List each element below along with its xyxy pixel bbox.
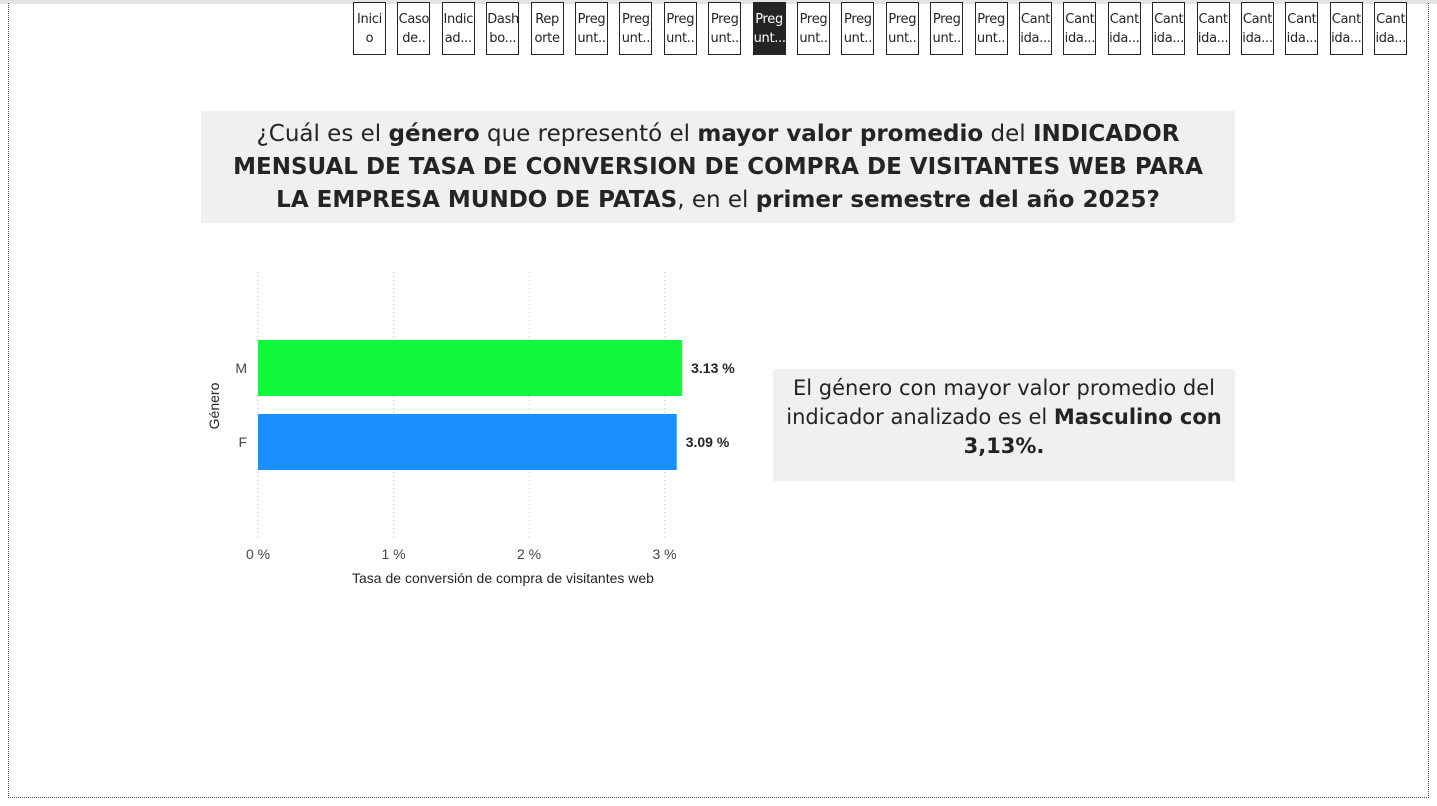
nav-button-label: ida... bbox=[1242, 31, 1273, 46]
nav-button-label: Preg bbox=[577, 12, 606, 27]
nav-button-label: Cant bbox=[1109, 12, 1139, 27]
nav-button-2[interactable]: Caso de.. bbox=[397, 2, 431, 55]
report-canvas bbox=[8, 3, 1429, 798]
nav-button-label: bo... bbox=[489, 31, 517, 46]
nav-button-label: unt.. bbox=[976, 31, 1006, 46]
nav-button-label: Rep bbox=[535, 12, 559, 27]
nav-button-22[interactable]: Cant ida... bbox=[1285, 2, 1319, 55]
nav-button-label: ida... bbox=[1020, 31, 1051, 46]
nav-button-4[interactable]: Dash bo... bbox=[486, 2, 520, 55]
bar-chart: M 3.13 % F 3.09 % 0 % 1 % 2 % 3 % Tasa de conver… bbox=[206, 272, 735, 586]
question-box: ¿Cuál es el género que representó el may… bbox=[201, 111, 1235, 223]
nav-button-label: de.. bbox=[402, 31, 426, 46]
nav-button-13[interactable]: Preg unt.. bbox=[885, 2, 919, 55]
nav-button-11[interactable]: Preg unt.. bbox=[797, 2, 830, 55]
nav-button-label: unt... bbox=[753, 31, 785, 46]
nav-button-label: ida... bbox=[1064, 31, 1096, 46]
nav-button-1[interactable]: Inici o bbox=[353, 2, 386, 55]
nav-button-17[interactable]: Cant ida... bbox=[1063, 2, 1097, 55]
nav-button-label: ida... bbox=[1331, 31, 1362, 46]
nav-button-label: Preg bbox=[622, 12, 650, 27]
nav-button-label: Preg bbox=[844, 12, 872, 27]
question-bold-4: primer semestre del año 2025? bbox=[755, 187, 1160, 213]
x-tick-label: 1 % bbox=[381, 546, 405, 562]
nav-button-label: Preg bbox=[710, 12, 739, 27]
nav-button-label: Preg bbox=[977, 12, 1005, 27]
nav-button-label: unt.. bbox=[799, 31, 828, 46]
nav-button-label: Cant bbox=[1198, 12, 1228, 27]
nav-button-9[interactable]: Preg unt.. bbox=[708, 2, 742, 55]
nav-button-label: unt.. bbox=[888, 31, 917, 46]
nav-button-label: unt.. bbox=[932, 31, 962, 46]
nav-button-6[interactable]: Preg unt.. bbox=[575, 2, 608, 55]
nav-button-20[interactable]: Cant ida... bbox=[1196, 2, 1230, 55]
question-text-2: que representó el bbox=[479, 121, 698, 147]
nav-button-label: unt.. bbox=[843, 31, 873, 46]
bar-m bbox=[258, 340, 683, 396]
nav-button-16[interactable]: Cant ida... bbox=[1019, 2, 1052, 55]
nav-button-label: o bbox=[365, 31, 374, 46]
nav-button-label: ida... bbox=[1153, 31, 1184, 46]
question-text-1: ¿Cuál es el bbox=[256, 121, 389, 147]
nav-button-label: unt.. bbox=[577, 31, 606, 46]
x-axis-title: Tasa de conversión de compra de visitant… bbox=[352, 570, 654, 586]
nav-button-14[interactable]: Preg unt.. bbox=[930, 2, 964, 55]
y-axis-title: Género bbox=[206, 382, 222, 429]
nav-button-label: Preg bbox=[932, 12, 961, 27]
nav-button-21[interactable]: Cant ida... bbox=[1241, 2, 1274, 55]
nav-button-label: Cant bbox=[1020, 12, 1051, 27]
x-tick-label: 3 % bbox=[652, 546, 676, 562]
nav-button-label: Cant bbox=[1242, 12, 1273, 27]
nav-button-label: ida... bbox=[1109, 31, 1140, 46]
nav-button-label: Preg bbox=[799, 12, 828, 27]
nav-button-label: orte bbox=[534, 31, 560, 46]
nav-button-5[interactable]: Rep orte bbox=[530, 2, 564, 55]
nav-button-18[interactable]: Cant ida... bbox=[1107, 2, 1141, 55]
nav-button-label: Cant bbox=[1376, 12, 1406, 27]
bar-f bbox=[258, 414, 677, 470]
nav-button-3[interactable]: Indic ad... bbox=[441, 2, 475, 55]
nav-button-label: Caso bbox=[398, 12, 430, 27]
question-bold-2: mayor valor promedio bbox=[697, 121, 984, 147]
nav-button-12[interactable]: Preg unt.. bbox=[841, 2, 875, 55]
x-tick-label: 0 % bbox=[246, 546, 270, 562]
nav-button-15[interactable]: Preg unt.. bbox=[974, 2, 1008, 55]
nav-button-label: ida... bbox=[1286, 31, 1318, 46]
x-tick-label: 2 % bbox=[517, 546, 541, 562]
nav-button-label: ida... bbox=[1197, 31, 1229, 46]
nav-button-label: Preg bbox=[755, 12, 783, 27]
nav-button-label: Preg bbox=[888, 12, 917, 27]
nav-button-label: unt.. bbox=[621, 31, 651, 46]
category-label: M bbox=[235, 360, 247, 376]
nav-button-label: Indic bbox=[443, 12, 474, 27]
nav-button-19[interactable]: Cant ida... bbox=[1152, 2, 1186, 55]
nav-button-label: unt.. bbox=[666, 31, 695, 46]
category-label: F bbox=[238, 434, 247, 450]
nav-button-label: Cant bbox=[1331, 12, 1361, 27]
data-label: 3.09 % bbox=[686, 434, 730, 450]
question-text-4: , en el bbox=[677, 187, 756, 213]
nav-button-label: Cant bbox=[1065, 12, 1095, 27]
nav-button-label: Cant bbox=[1287, 12, 1317, 27]
nav-button-24[interactable]: Cant ida... bbox=[1374, 2, 1408, 55]
nav-button-23[interactable]: Cant ida... bbox=[1329, 2, 1363, 55]
answer-text: El género con mayor valor promedio del i… bbox=[786, 376, 1216, 429]
data-label: 3.13 % bbox=[691, 360, 735, 376]
answer-box: El género con mayor valor promedio del i… bbox=[773, 369, 1235, 481]
nav-button-label: Preg bbox=[666, 12, 695, 27]
question-text-3: del bbox=[983, 121, 1033, 147]
nav-button-8[interactable]: Preg unt.. bbox=[663, 2, 697, 55]
nav-button-label: Cant bbox=[1154, 12, 1184, 27]
question-bold-1: género bbox=[388, 121, 480, 147]
nav-button-7[interactable]: Preg unt.. bbox=[619, 2, 653, 55]
answer-bold: Masculino con 3,13%. bbox=[963, 405, 1222, 458]
nav-button-label: ida... bbox=[1375, 31, 1406, 46]
nav-button-label: Inici bbox=[357, 12, 382, 27]
nav-button-label: Dash bbox=[487, 12, 519, 27]
nav-button-label: ad... bbox=[444, 31, 472, 46]
question-bold-3: INDICADOR MENSUAL DE TASA DE CONVERSION … bbox=[233, 121, 1203, 213]
nav-button-10[interactable]: Preg unt... bbox=[752, 2, 786, 55]
nav-button-label: unt.. bbox=[710, 31, 740, 46]
